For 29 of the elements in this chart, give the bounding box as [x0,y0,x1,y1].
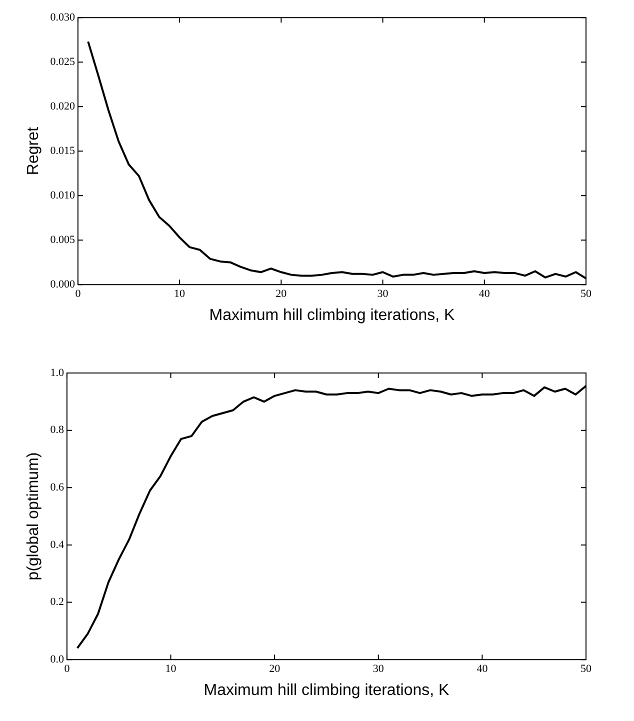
x-tick-label: 0 [64,663,70,676]
x-tick-label: 10 [165,663,177,676]
x-tick-label: 30 [377,288,389,300]
x-tick-label: 10 [174,288,186,300]
y-tick-label: 0.005 [50,234,76,246]
y-tick-label: 0.020 [50,100,76,112]
y-axis-title: Regret [25,126,42,176]
y-tick-label: 0.0 [50,653,64,666]
y-tick-label: 0.4 [50,538,64,551]
y-tick-label: 0.2 [50,596,64,608]
x-tick-label: 40 [478,288,490,300]
y-tick-label: 0.010 [50,189,76,202]
y-tick-label: 0.015 [50,144,76,157]
x-axis-title: Maximum hill climbing iterations, K [204,682,450,699]
y-tick-label: 0.025 [50,56,76,68]
x-tick-label: 20 [269,663,281,676]
y-tick-label: 0.6 [50,482,64,494]
y-axis-title: p(global optimum) [25,452,42,580]
x-tick-label: 30 [372,663,384,676]
y-tick-label: 1.0 [50,366,64,379]
y-tick-label: 0.000 [50,278,76,290]
x-tick-label: 40 [476,663,488,676]
x-tick-label: 20 [276,288,288,300]
x-tick-label: 50 [580,288,592,300]
x-tick-label: 0 [75,288,82,300]
x-tick-label: 50 [580,663,592,676]
y-tick-label: 0.8 [50,424,64,436]
x-axis-title: Maximum hill climbing iterations, K [209,306,456,324]
y-tick-label: 0.030 [50,11,76,24]
